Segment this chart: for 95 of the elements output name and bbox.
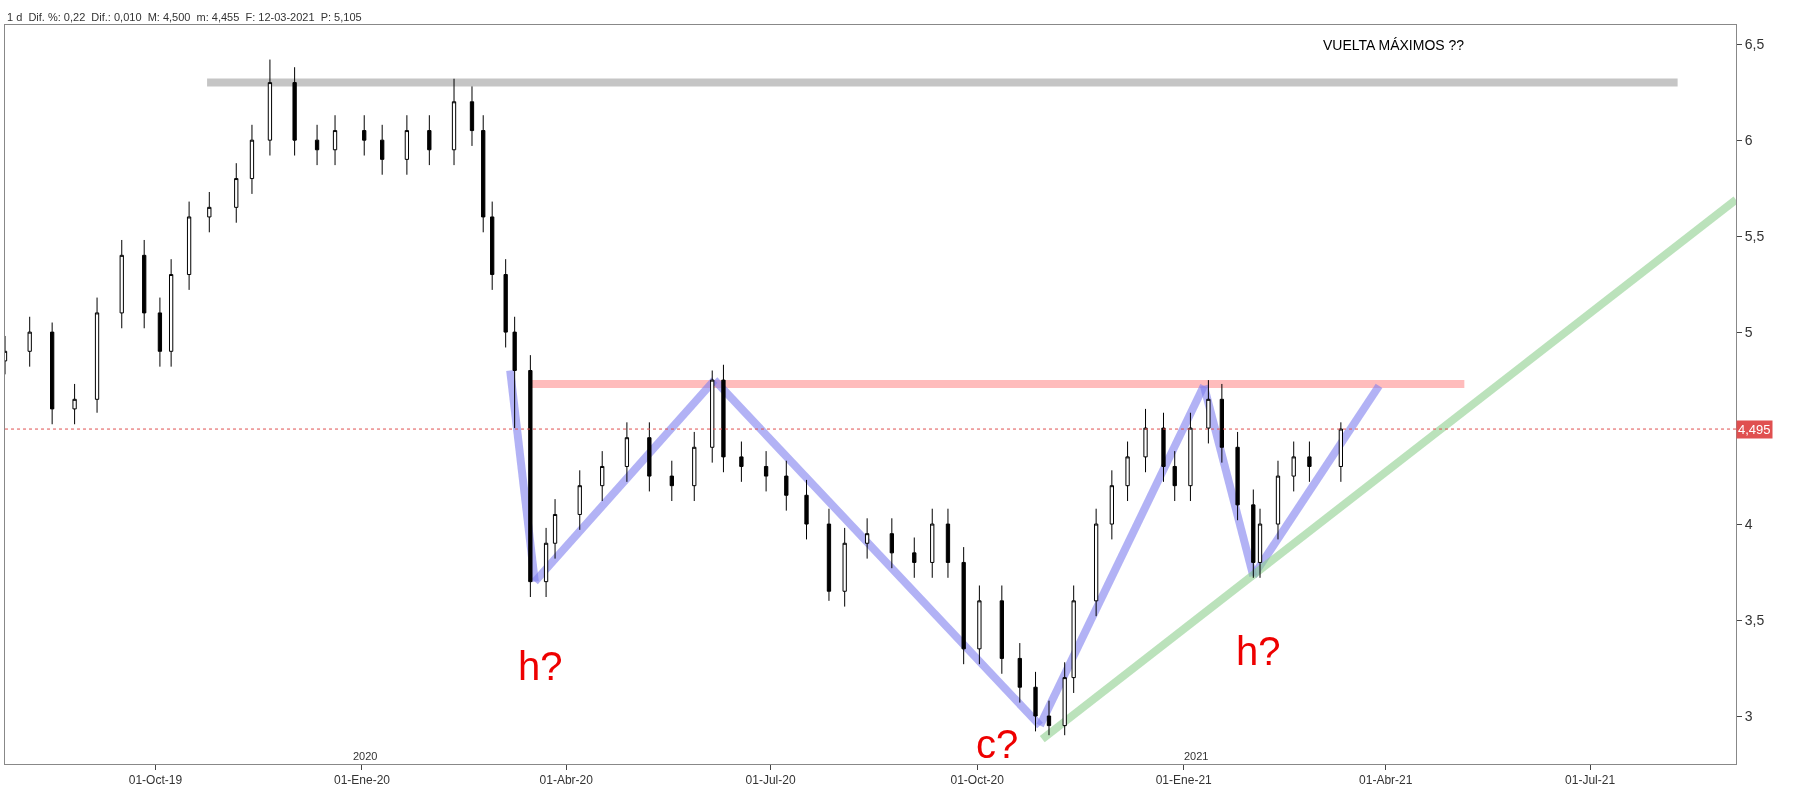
candlestick (912, 537, 917, 579)
candlestick (552, 498, 558, 560)
candlestick (624, 421, 630, 483)
annotation: h? (518, 644, 563, 688)
candlestick (1291, 441, 1296, 492)
candlestick (207, 191, 212, 233)
candlestick (314, 124, 320, 166)
candlestick (1338, 421, 1344, 483)
candlestick (1275, 460, 1281, 540)
candlestick (362, 114, 367, 157)
candlestick (669, 460, 674, 502)
candlestick (784, 460, 789, 512)
y-tick-label: 3,5 (1744, 611, 1765, 628)
candlestick (27, 316, 32, 368)
candlestick (481, 114, 486, 233)
candlestick (186, 201, 192, 291)
ref-line-label: 4,495 (1738, 422, 1771, 437)
candlestick (380, 124, 385, 176)
candlestick (157, 297, 163, 368)
chart-subtitle: 1 d Dif. %: 0,22 Dif.: 0,010 M: 4,500 m: 4,455 F: 12-03-2021 P: 5,105 (7, 11, 362, 23)
candlestick (692, 431, 697, 502)
candlestick (234, 162, 239, 224)
candlestick (1161, 412, 1166, 483)
candlestick (1172, 450, 1177, 502)
candlestick (292, 66, 297, 157)
candlestick (961, 546, 966, 665)
candlestick (427, 114, 432, 166)
x-tick-label: 01-Abr-21 (1359, 773, 1413, 788)
candlestick (721, 364, 726, 473)
candlestick (889, 517, 894, 569)
candlestick (332, 114, 338, 166)
x-tick-label: 01-Oct-20 (950, 773, 1005, 788)
candlestick (930, 508, 935, 579)
y-tick-label: 4 (1744, 515, 1753, 532)
candlestick (1219, 383, 1225, 464)
candlestick (249, 124, 255, 195)
candlestick (710, 370, 715, 464)
candlestick (528, 354, 533, 598)
candlestick (826, 508, 832, 602)
candlestick (503, 258, 508, 348)
annotation: 2020 (353, 750, 378, 762)
candlestick (1235, 431, 1240, 521)
candlestick (842, 527, 847, 608)
candlestick (404, 114, 410, 176)
y-tick-label: 5,5 (1744, 228, 1765, 245)
candlestick (600, 450, 605, 502)
annotation: h? (1236, 629, 1281, 673)
y-tick-label: 6,5 (1744, 36, 1765, 53)
candlestick (119, 239, 124, 329)
candlestick (543, 527, 549, 598)
candlestick (1257, 508, 1263, 579)
candlestick (1071, 584, 1076, 694)
candlestick (1251, 489, 1256, 579)
candlestick (577, 469, 582, 531)
annotation: 2021 (1184, 750, 1209, 762)
candlestick (50, 322, 55, 425)
candlestick (999, 584, 1004, 675)
candlestick (1017, 642, 1022, 704)
x-tick-label: 01-Jul-20 (745, 773, 796, 788)
candlestick (469, 85, 475, 147)
annotation: c? (976, 722, 1019, 766)
candlestick (1307, 441, 1312, 483)
candlestick (1062, 661, 1067, 736)
y-tick-label: 3 (1744, 707, 1753, 724)
candlestick (977, 584, 982, 665)
x-tick-label: 01-Jul-21 (1565, 773, 1616, 788)
candlestick (1093, 508, 1099, 617)
candlestick (1188, 412, 1193, 502)
candlestick (864, 517, 870, 560)
x-tick-label: 01-Ene-21 (1155, 773, 1213, 788)
candlestick (490, 201, 495, 291)
x-tick-label: 01-Abr-20 (539, 773, 594, 788)
candlestick (512, 316, 517, 429)
candlestick (72, 383, 77, 425)
candlestick (647, 421, 652, 492)
annotation: VUELTA MÁXIMOS ?? (1323, 37, 1465, 53)
candlestick (267, 59, 273, 157)
candlestick (1046, 700, 1052, 736)
candlestick (168, 258, 174, 368)
candlestick (945, 508, 951, 579)
candlestick (763, 450, 769, 492)
y-tick-label: 6 (1744, 132, 1753, 149)
candlestick (142, 239, 147, 329)
candlestick (1143, 408, 1148, 473)
candlestick (804, 479, 809, 540)
candlestick (451, 78, 457, 166)
candlestick (1109, 469, 1114, 540)
x-tick-label: 01-Oct-19 (128, 773, 183, 788)
candlestick (739, 441, 744, 483)
candlestick (94, 297, 100, 414)
y-tick-label: 5 (1744, 324, 1753, 341)
candlestick (1206, 379, 1211, 444)
candlestick (1033, 671, 1038, 732)
x-tick-label: 01-Ene-20 (333, 773, 391, 788)
candlestick (1125, 441, 1130, 502)
